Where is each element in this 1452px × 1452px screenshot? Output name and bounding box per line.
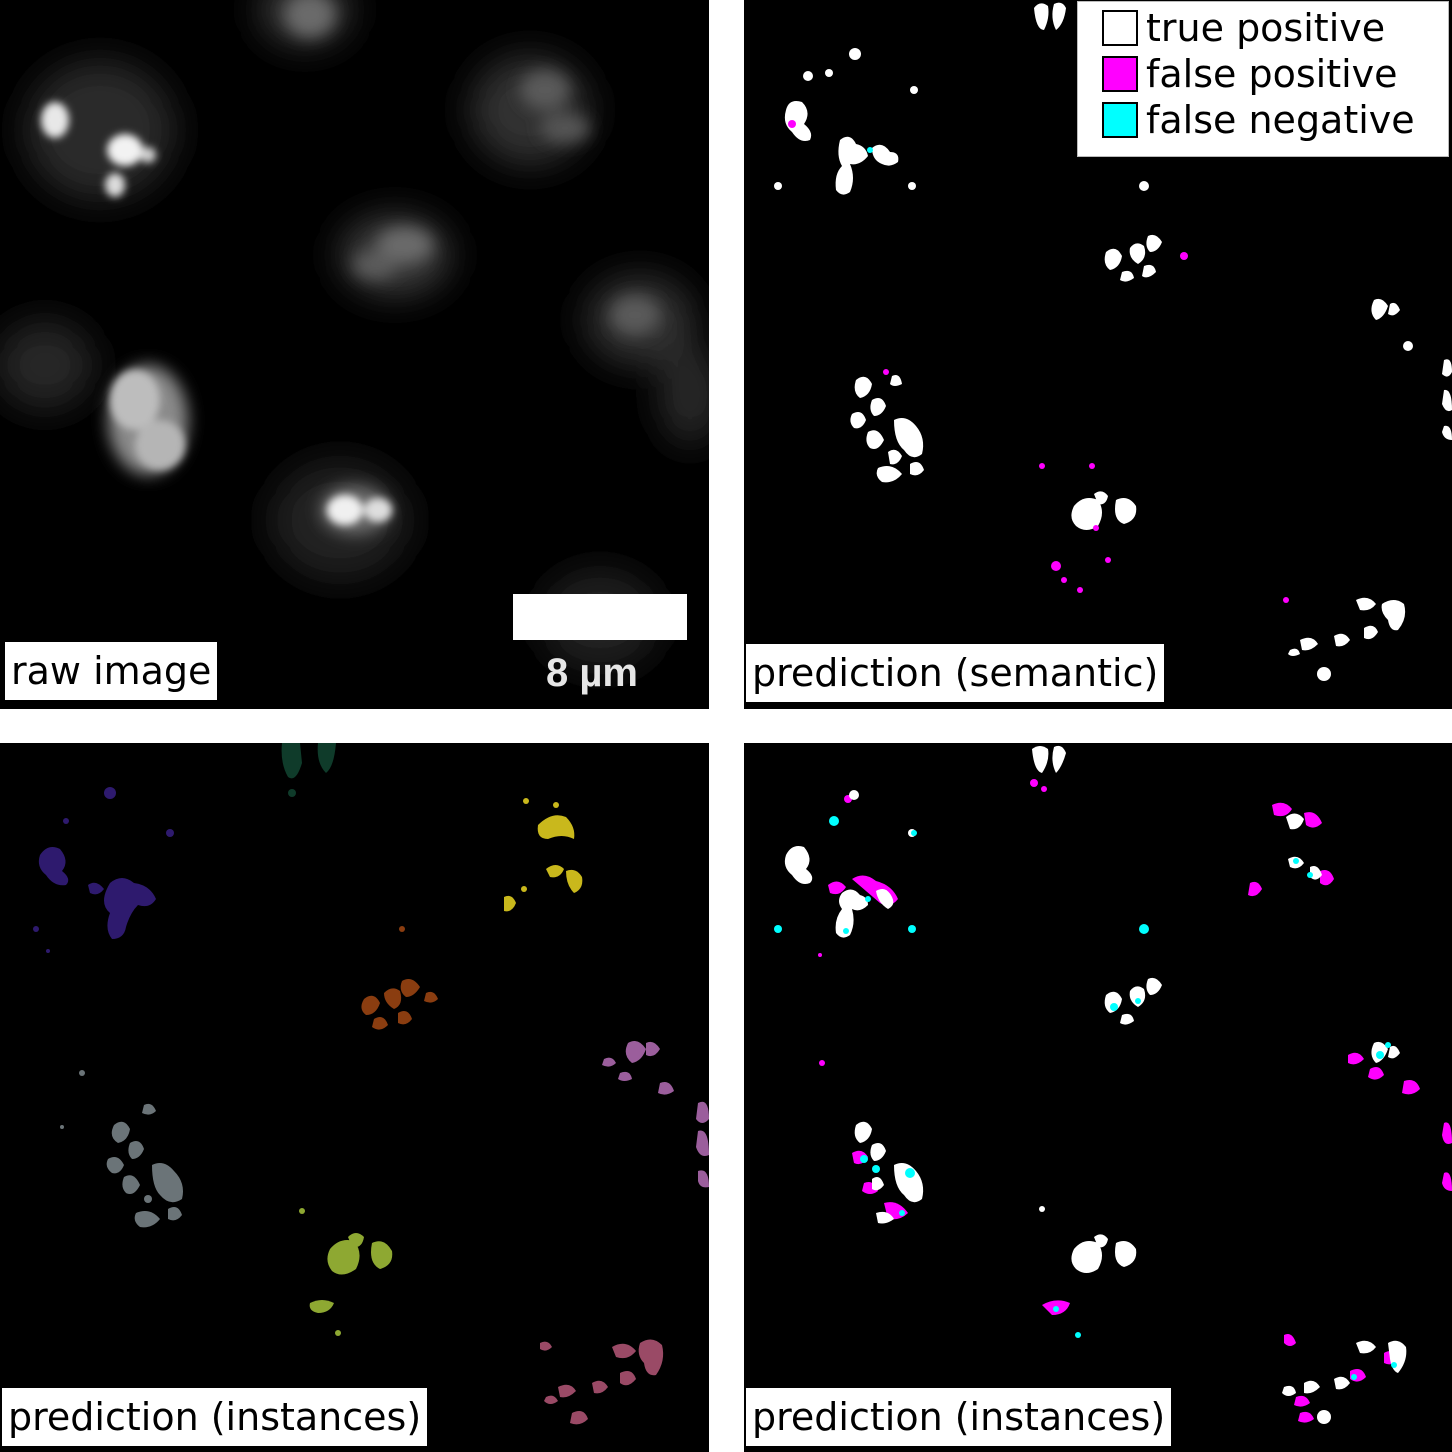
raw-image-label: raw image	[5, 642, 218, 700]
instance-5	[60, 1070, 183, 1228]
false-negative-blobs	[867, 147, 873, 153]
scale-bar	[513, 594, 687, 640]
instances-eval-label: prediction (instances)	[746, 1388, 1172, 1446]
instance-0	[281, 743, 336, 797]
false-negative-swatch	[1102, 102, 1138, 138]
instance-7	[540, 1339, 664, 1425]
legend-item-false-negative: false negative	[1102, 98, 1415, 142]
legend-label: false negative	[1146, 98, 1415, 142]
true-positive-blobs	[774, 2, 1452, 681]
true-positive-swatch	[1102, 10, 1138, 46]
faint-nuclei	[0, 0, 709, 670]
semantic-label: prediction (semantic)	[746, 644, 1165, 702]
scale-bar-label: 8 µm	[546, 651, 638, 695]
legend-item-false-positive: false positive	[1102, 52, 1398, 96]
false-positive-swatch	[1102, 56, 1138, 92]
legend-item-true-positive: true positive	[1102, 6, 1385, 50]
false-positive-blobs	[818, 779, 1452, 1423]
instance-1	[33, 787, 174, 953]
false-positive-blobs	[788, 120, 1289, 603]
instances-prediction-panel: prediction (instances)	[0, 743, 709, 1452]
false-negative-blobs	[774, 816, 1397, 1380]
true-positive-blobs	[784, 745, 1407, 1424]
instances-evaluation-panel: prediction (instances)	[744, 743, 1452, 1452]
instances-mask-canvas	[33, 743, 709, 1425]
bright-foci	[41, 102, 392, 525]
semantic-mask-canvas	[774, 2, 1452, 681]
legend: true positive false positive false negat…	[1077, 1, 1449, 157]
instance-3	[361, 926, 438, 1030]
instance-6	[299, 1208, 393, 1336]
legend-label: false positive	[1146, 52, 1398, 96]
instances-label: prediction (instances)	[2, 1388, 428, 1446]
raw-image-panel: 8 µm raw image	[0, 0, 709, 709]
instance-4	[602, 1041, 709, 1188]
legend-label: true positive	[1146, 6, 1386, 50]
instance-2	[504, 798, 583, 912]
instances-eval-canvas	[774, 745, 1452, 1424]
